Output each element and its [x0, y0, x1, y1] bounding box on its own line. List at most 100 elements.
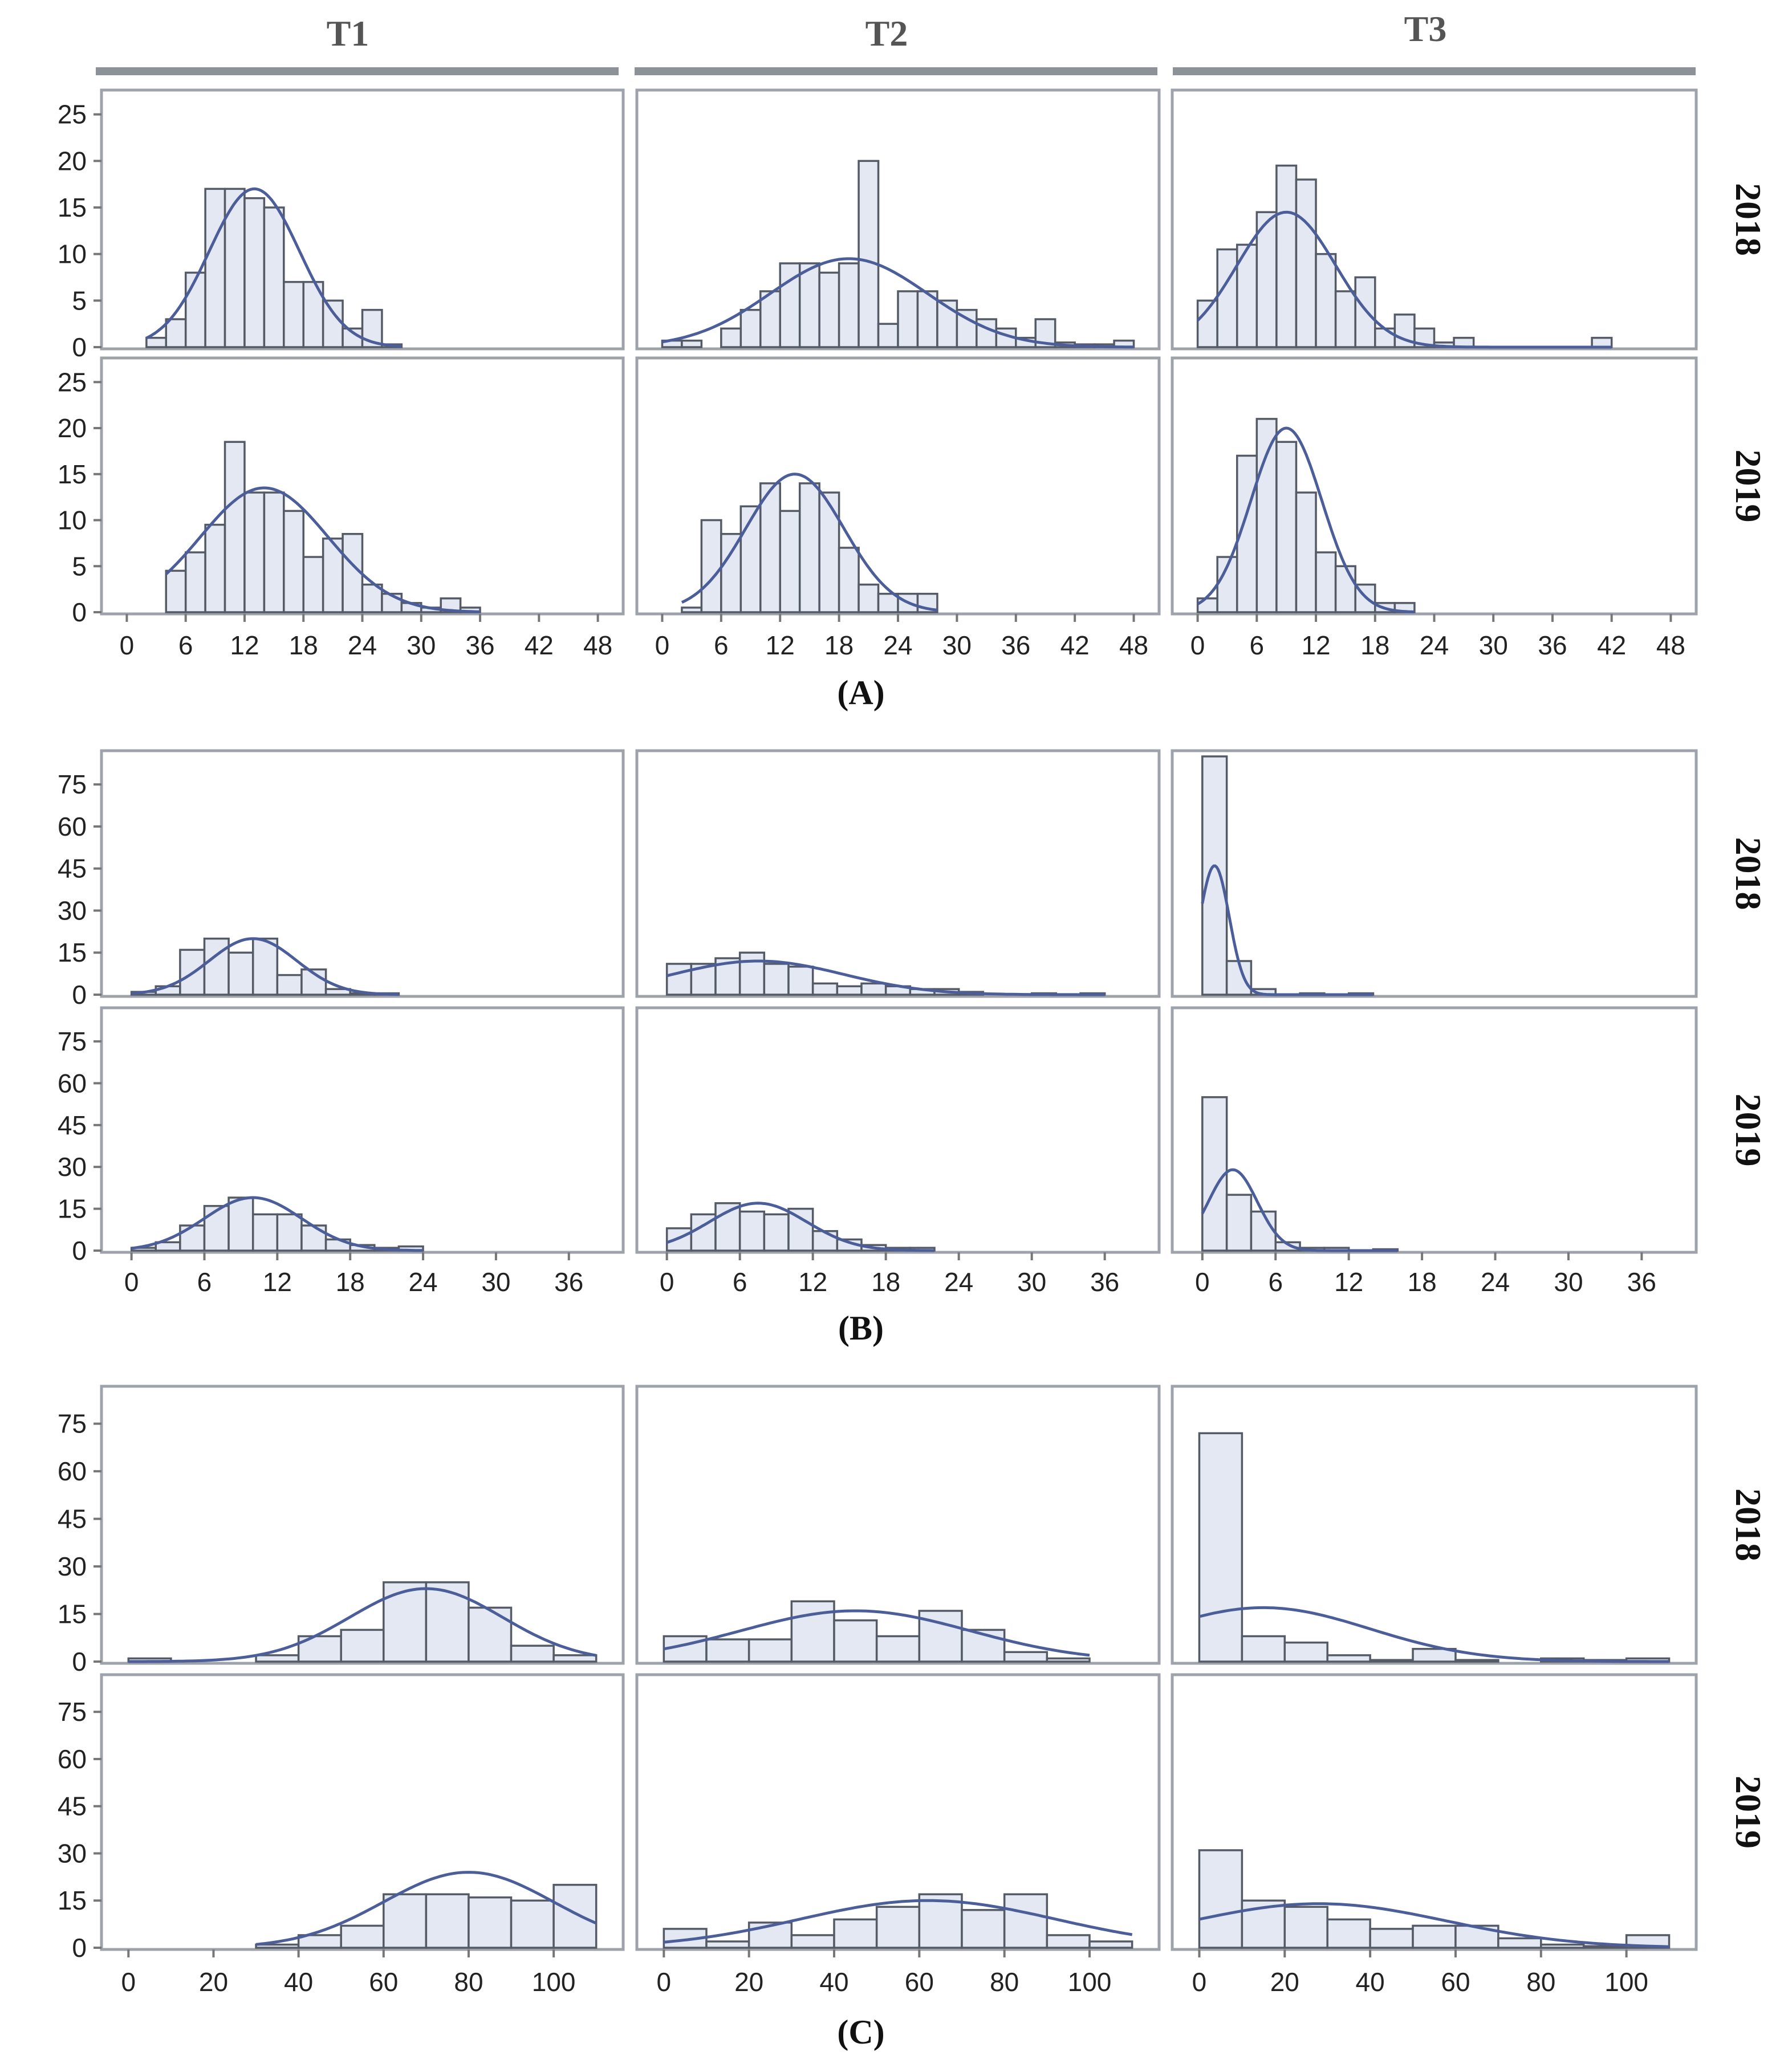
density-curve — [131, 1196, 423, 1252]
x-tick-label: 6 — [733, 1267, 747, 1297]
x-tick-label: 40 — [1356, 1967, 1385, 1997]
y-tick-label: 0 — [72, 1236, 87, 1265]
x-tick-label: 0 — [1190, 630, 1205, 660]
density-curve — [681, 473, 938, 612]
panel-2018-t3 — [1171, 749, 1698, 998]
histogram-bar — [324, 988, 351, 996]
panel-2018-t1: 0 5 10 15 20 25 — [58, 88, 625, 362]
histogram-bar — [1454, 1659, 1499, 1663]
histogram-bar — [1196, 597, 1218, 613]
x-tick-label: 36 — [1090, 1267, 1119, 1297]
histogram-bar — [838, 262, 860, 348]
histogram-bar — [811, 1230, 839, 1252]
histogram-bar — [961, 1909, 1006, 1949]
panel-2019-t1: 0 15 30 45 60 75 0 20 40 60 80 100 — [58, 1673, 625, 1997]
y-tick-label: 45 — [58, 1792, 87, 1821]
x-tick-label: 36 — [465, 630, 494, 660]
histogram-bar — [681, 606, 703, 613]
histogram-bar — [184, 551, 206, 613]
histogram-bar — [204, 188, 226, 348]
histogram-bar — [552, 1883, 598, 1949]
density-curve — [165, 486, 481, 613]
x-tick-label: 24 — [944, 1267, 973, 1297]
panel-2018-t3 — [1171, 1385, 1698, 1665]
y-tick-label: 75 — [58, 1697, 87, 1727]
col-title-t3: T3 — [1404, 9, 1447, 49]
histogram-bar — [184, 271, 206, 348]
density-curve — [667, 959, 1105, 996]
column-titles: T1 T2 T3 — [327, 9, 1447, 54]
histogram-bar — [705, 1638, 750, 1663]
histogram-bar — [552, 1654, 598, 1663]
x-tick-label: 24 — [1481, 1267, 1510, 1297]
histogram-bar — [1201, 755, 1228, 996]
histogram-bar — [468, 1896, 513, 1949]
histogram-bar — [251, 937, 279, 996]
density-curve — [1198, 1606, 1669, 1663]
x-tick-label: 100 — [1068, 1967, 1112, 1997]
histogram-bar — [790, 1934, 835, 1949]
y-tick-label: 0 — [72, 597, 87, 627]
histogram-bar — [283, 280, 304, 348]
x-tick-label: 80 — [1526, 1967, 1555, 1997]
histogram-bar — [227, 951, 254, 996]
y-tick-label: 20 — [58, 146, 87, 176]
panel-2019-t2: 0 6 12 18 24 30 36 — [635, 1006, 1161, 1297]
panel-block-3: 0 15 30 45 60 75 0 15 30 45 60 75 0 20 40 60 80 100 0 20 40 6… — [58, 1385, 1769, 2051]
histogram-bar — [1326, 1654, 1371, 1663]
histogram-bar — [790, 1600, 835, 1663]
histogram-bar — [255, 1654, 300, 1663]
histogram-bar — [779, 510, 801, 613]
density-curve — [663, 1609, 1090, 1657]
panel-2018-t1: 0 15 30 45 60 75 — [58, 1385, 625, 1676]
histogram-bar — [763, 1213, 790, 1252]
y-tick-label: 10 — [58, 506, 87, 535]
x-tick-label: 0 — [120, 630, 135, 660]
row-label-2019: 2019 — [1728, 450, 1769, 523]
x-tick-label: 0 — [1195, 1267, 1210, 1297]
histogram-bar — [747, 1638, 793, 1663]
panel-2018-t2 — [635, 749, 1161, 998]
x-tick-label: 12 — [798, 1267, 827, 1297]
x-tick-label: 30 — [407, 630, 436, 660]
histogram-bar — [383, 1893, 428, 1949]
histogram-bar — [1374, 327, 1396, 348]
histogram-bar — [833, 1619, 878, 1663]
x-tick-label: 100 — [1604, 1967, 1648, 1997]
x-tick-label: 30 — [1017, 1267, 1046, 1297]
histogram-bar — [223, 441, 246, 613]
histogram-bar — [705, 1940, 750, 1949]
histogram-bar — [875, 1635, 921, 1663]
panel-2019-t3: 0 20 40 60 80 100 — [1171, 1673, 1698, 1997]
histogram-bar — [243, 197, 266, 348]
histogram-bar — [811, 982, 839, 996]
histogram-bar — [383, 1581, 428, 1663]
histogram-bar — [1315, 551, 1337, 613]
x-tick-label: 0 — [121, 1967, 136, 1997]
histogram-bar — [263, 206, 285, 348]
x-tick-label: 0 — [660, 1267, 674, 1297]
x-tick-label: 36 — [1538, 630, 1567, 660]
header-strip-t3 — [1173, 67, 1696, 75]
y-tick-label: 30 — [58, 1152, 87, 1182]
histogram-bar — [738, 951, 766, 996]
y-tick-label: 0 — [72, 980, 87, 1009]
panel-2019-t3: 0 6 12 18 24 30 36 42 48 — [1171, 356, 1698, 660]
y-tick-label: 75 — [58, 1409, 87, 1439]
x-tick-label: 12 — [263, 1267, 292, 1297]
panel-frame — [100, 1006, 625, 1254]
density-curve — [145, 187, 402, 348]
x-tick-label: 42 — [525, 630, 554, 660]
histogram-bar — [1412, 1647, 1457, 1663]
y-tick-label: 60 — [58, 1456, 87, 1486]
histogram-bar — [739, 505, 762, 613]
x-tick-label: 30 — [481, 1267, 510, 1297]
y-tick-label: 60 — [58, 1744, 87, 1774]
x-tick-label: 0 — [124, 1267, 139, 1297]
panel-2019-t2: 0 6 12 18 24 30 36 42 48 — [635, 356, 1161, 660]
x-tick-label: 12 — [230, 630, 259, 660]
column-header-strips — [96, 67, 1696, 75]
histogram-bar — [875, 1906, 921, 1949]
